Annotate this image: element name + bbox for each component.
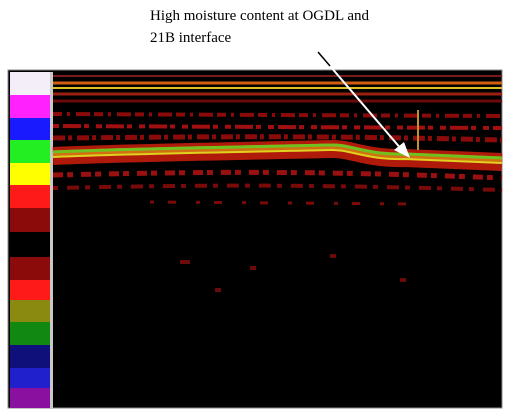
screenshot: High moisture content at OGDL and 21B in… [0,0,506,410]
annotation-line: High moisture content at OGDL and [150,8,369,24]
page: High moisture content at OGDL and 21B in… [0,0,506,410]
color-scale [10,72,53,408]
image-frame [8,70,502,408]
annotation-line: 21B interface [150,30,232,46]
